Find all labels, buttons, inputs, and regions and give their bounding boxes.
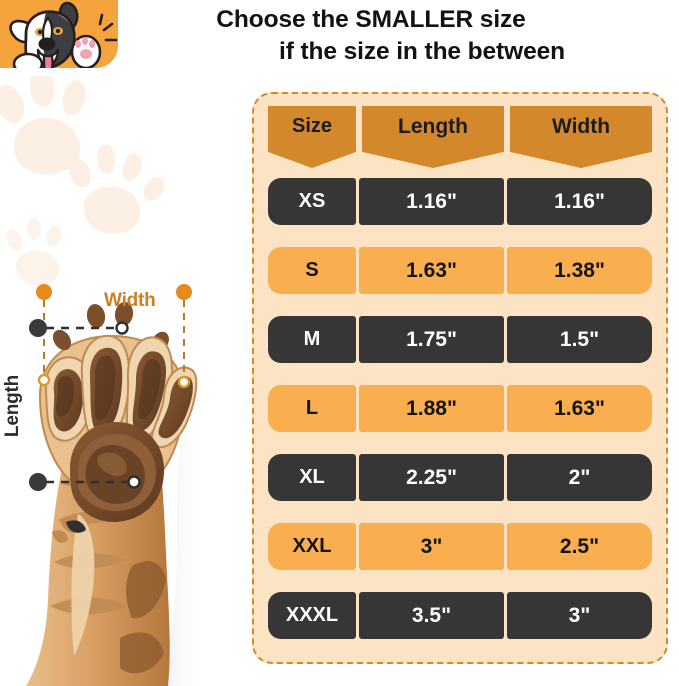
cell-size: XS bbox=[268, 178, 356, 225]
header-cell-size: Size bbox=[268, 106, 356, 168]
table-row: M 1.75" 1.5" bbox=[268, 316, 652, 363]
table-row: L 1.88" 1.63" bbox=[268, 385, 652, 432]
cell-length: 1.75" bbox=[359, 316, 504, 363]
cell-size: M bbox=[268, 316, 356, 363]
cell-width: 1.38" bbox=[507, 247, 652, 294]
table-row: XXXL 3.5" 3" bbox=[268, 592, 652, 639]
table-row: S 1.63" 1.38" bbox=[268, 247, 652, 294]
cell-width: 2" bbox=[507, 454, 652, 501]
cell-size: XXXL bbox=[268, 592, 356, 639]
width-marker-left bbox=[36, 284, 52, 300]
size-chart-panel: Size Length Width XS 1.16" 1.16" S 1.63"… bbox=[252, 92, 668, 664]
cell-size: XL bbox=[268, 454, 356, 501]
cell-width: 1.16" bbox=[507, 178, 652, 225]
length-marker-bottom bbox=[29, 473, 47, 491]
length-label: Length bbox=[2, 374, 24, 438]
table-row: XS 1.16" 1.16" bbox=[268, 178, 652, 225]
cell-width: 1.5" bbox=[507, 316, 652, 363]
cell-width: 2.5" bbox=[507, 523, 652, 570]
title-line-2: if the size in the between bbox=[278, 38, 565, 65]
table-row: XL 2.25" 2" bbox=[268, 454, 652, 501]
width-label: Width bbox=[104, 290, 156, 311]
brand-logo bbox=[0, 0, 118, 68]
cell-width: 1.63" bbox=[507, 385, 652, 432]
table-header-row: Size Length Width bbox=[268, 106, 652, 168]
cell-length: 3.5" bbox=[359, 592, 504, 639]
table-row: XXL 3" 2.5" bbox=[268, 523, 652, 570]
cell-length: 1.88" bbox=[359, 385, 504, 432]
cell-length: 1.63" bbox=[359, 247, 504, 294]
cell-length: 1.16" bbox=[359, 178, 504, 225]
title-line-1: Choose the SMALLER size bbox=[216, 6, 526, 33]
cell-length: 3" bbox=[359, 523, 504, 570]
header-cell-length: Length bbox=[362, 106, 504, 168]
cell-size: L bbox=[268, 385, 356, 432]
paw-print-watermark-large bbox=[0, 76, 86, 175]
cell-width: 3" bbox=[507, 592, 652, 639]
dog-waving-paw-icon bbox=[9, 1, 118, 68]
cell-size: XXL bbox=[268, 523, 356, 570]
page-title: Choose the SMALLER size if the size in t… bbox=[128, 4, 676, 68]
width-marker-right bbox=[176, 284, 192, 300]
header-cell-width: Width bbox=[510, 106, 652, 168]
paw-measurement-diagram bbox=[0, 270, 250, 686]
cell-size: S bbox=[268, 247, 356, 294]
length-marker-top bbox=[29, 319, 47, 337]
dog-paw-illustration bbox=[26, 284, 205, 686]
cell-length: 2.25" bbox=[359, 454, 504, 501]
paw-print-watermark-medium bbox=[69, 145, 165, 234]
size-chart-table: Size Length Width XS 1.16" 1.16" S 1.63"… bbox=[268, 106, 652, 650]
